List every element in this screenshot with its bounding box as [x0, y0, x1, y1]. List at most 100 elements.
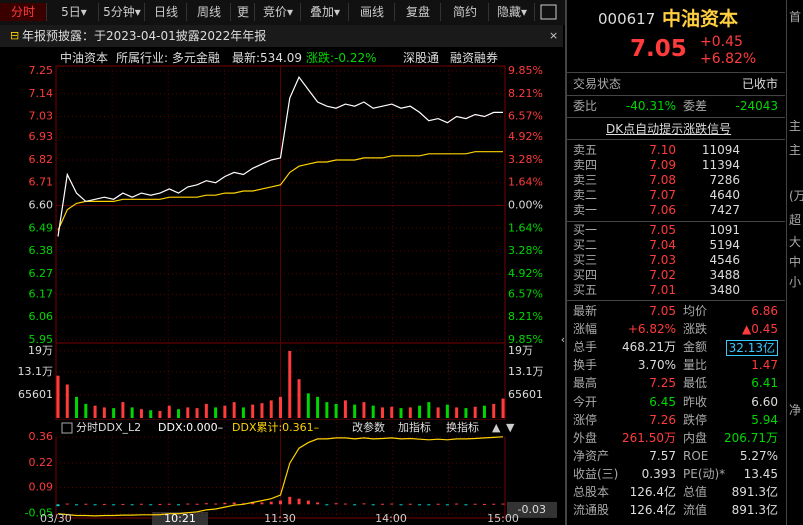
ddx-bar: [418, 504, 422, 506]
volume-bar: [353, 404, 357, 418]
volume-bar: [177, 409, 181, 418]
ddx-bar: [65, 503, 69, 505]
notice-close: ×: [549, 29, 558, 42]
ddx-bar: [93, 504, 97, 506]
y-tick-label-right: 19万: [508, 344, 533, 357]
ddx-title: 分时DDX_L2: [76, 421, 141, 434]
notice-text: 年报预披露：于2023-04-01披露2022年年报: [22, 29, 267, 43]
y-tick-label-right: 65601: [508, 388, 543, 401]
volume-bar: [102, 407, 106, 418]
stat-value: 126.4亿: [629, 485, 676, 499]
volume-bar: [214, 407, 218, 418]
status: 已收市: [741, 77, 778, 91]
y-tick-label: 6.27: [29, 267, 54, 280]
ddx-bar: [482, 503, 486, 505]
toolbar-tab[interactable]: 周线: [188, 3, 231, 21]
stat-value: 6.45: [649, 394, 676, 409]
toolbar-tab[interactable]: 5分钟▾: [100, 3, 145, 21]
book-label: 买四: [573, 268, 598, 282]
ddx-button[interactable]: 加指标: [398, 420, 431, 434]
notice-icon: ⊟: [10, 29, 19, 42]
pct-label: 3.28%: [508, 244, 543, 257]
ddx-button[interactable]: 改参数: [352, 420, 385, 434]
volume-bar: [464, 408, 468, 418]
ddx-bar: [362, 503, 366, 505]
current-box: [507, 501, 557, 518]
stat-label: 涨停: [573, 412, 598, 427]
ddx-bar: [167, 503, 171, 505]
pct-label: 4.92%: [508, 130, 543, 143]
book-price: 7.10: [649, 143, 676, 157]
side-label: 小: [789, 275, 802, 289]
ddx-down: ▼: [506, 421, 515, 434]
ddx-bar: [121, 503, 125, 505]
volume-bar: [436, 407, 440, 418]
volume-bar: [445, 404, 449, 418]
volume-bar: [56, 375, 60, 418]
volume-bar: [167, 405, 171, 418]
book-price: 7.02: [649, 268, 676, 282]
stat-label: 金额: [683, 340, 708, 355]
book-price: 7.03: [649, 253, 676, 267]
stat-label: 总值: [683, 485, 708, 499]
side-label: 中: [789, 255, 802, 269]
volume-bar: [427, 402, 431, 418]
toolbar-bg: [0, 0, 565, 25]
volume-bar: [65, 384, 69, 418]
stat-value: 6.60: [751, 394, 778, 409]
book-label: 卖一: [573, 203, 598, 217]
book-label: 卖三: [573, 173, 598, 187]
pct-label: 3.28%: [508, 153, 543, 166]
stock-name: 中油资本: [60, 51, 109, 65]
time-label: 11:30: [264, 512, 296, 525]
stat-label: ROE: [683, 448, 709, 463]
side-label: (万: [789, 189, 803, 203]
side-label: 大: [789, 235, 802, 249]
signal-link[interactable]: DK点自动提示涨跌信号: [606, 122, 732, 136]
book-label: 买二: [573, 238, 598, 252]
separator: [567, 221, 785, 222]
volume-bar: [492, 403, 496, 418]
volume-bar: [251, 404, 255, 418]
stat-label: 净资产: [573, 448, 610, 463]
ddx-bar: [492, 503, 496, 505]
y-tick-label: 0.22: [29, 456, 54, 469]
y-tick-label: 7.03: [29, 110, 54, 123]
ddx-button[interactable]: 换指标: [446, 420, 479, 434]
toolbar-tab[interactable]: 画线: [350, 3, 395, 21]
index-change: 涨跌:-0.22%: [306, 51, 377, 65]
book-price: 7.07: [649, 188, 676, 202]
toolbar-tab[interactable]: 叠加▾: [302, 3, 349, 21]
price-line: [57, 76, 503, 237]
stat-label: 量比: [683, 358, 708, 373]
toolbar-tab[interactable]: 日线: [146, 3, 187, 21]
label: 委差: [683, 99, 708, 113]
y-tick-label: 6.93: [29, 130, 54, 143]
volume-bar: [418, 405, 422, 418]
y-tick-label: 6.38: [29, 244, 54, 257]
y-tick-label: 0.36: [29, 430, 54, 443]
ddx-bar: [380, 503, 384, 505]
stat-value: 32.13亿: [725, 340, 778, 357]
collapse-arrow[interactable]: ‹: [561, 333, 565, 346]
y-tick-label: 6.71: [29, 176, 54, 189]
y-tick-label: 0.09: [29, 480, 54, 493]
ddx-bar: [195, 503, 199, 505]
pct-label: 6.57%: [508, 110, 543, 123]
toolbar-tab[interactable]: 简约: [442, 3, 489, 21]
toolbar-tab[interactable]: 复盘: [396, 3, 441, 21]
toolbar-tab[interactable]: 分时: [0, 3, 47, 21]
ddx-bar: [130, 504, 134, 506]
toolbar-tab[interactable]: 竞价▾: [256, 3, 301, 21]
side-strip: [786, 0, 803, 525]
pct-label: 1.64%: [508, 176, 543, 189]
toolbar-tab[interactable]: 隐藏▾: [490, 3, 535, 21]
y-tick-label: 19万: [28, 344, 53, 357]
volume-bar: [186, 407, 190, 418]
toolbar-tab[interactable]: 更: [232, 3, 255, 21]
pct-label: 9.85%: [508, 333, 543, 346]
toolbar-tab[interactable]: 5日▾: [50, 3, 99, 21]
stat-value: 13.45: [743, 466, 778, 481]
volume-bar: [334, 403, 338, 418]
ddx-bar: [112, 504, 116, 506]
